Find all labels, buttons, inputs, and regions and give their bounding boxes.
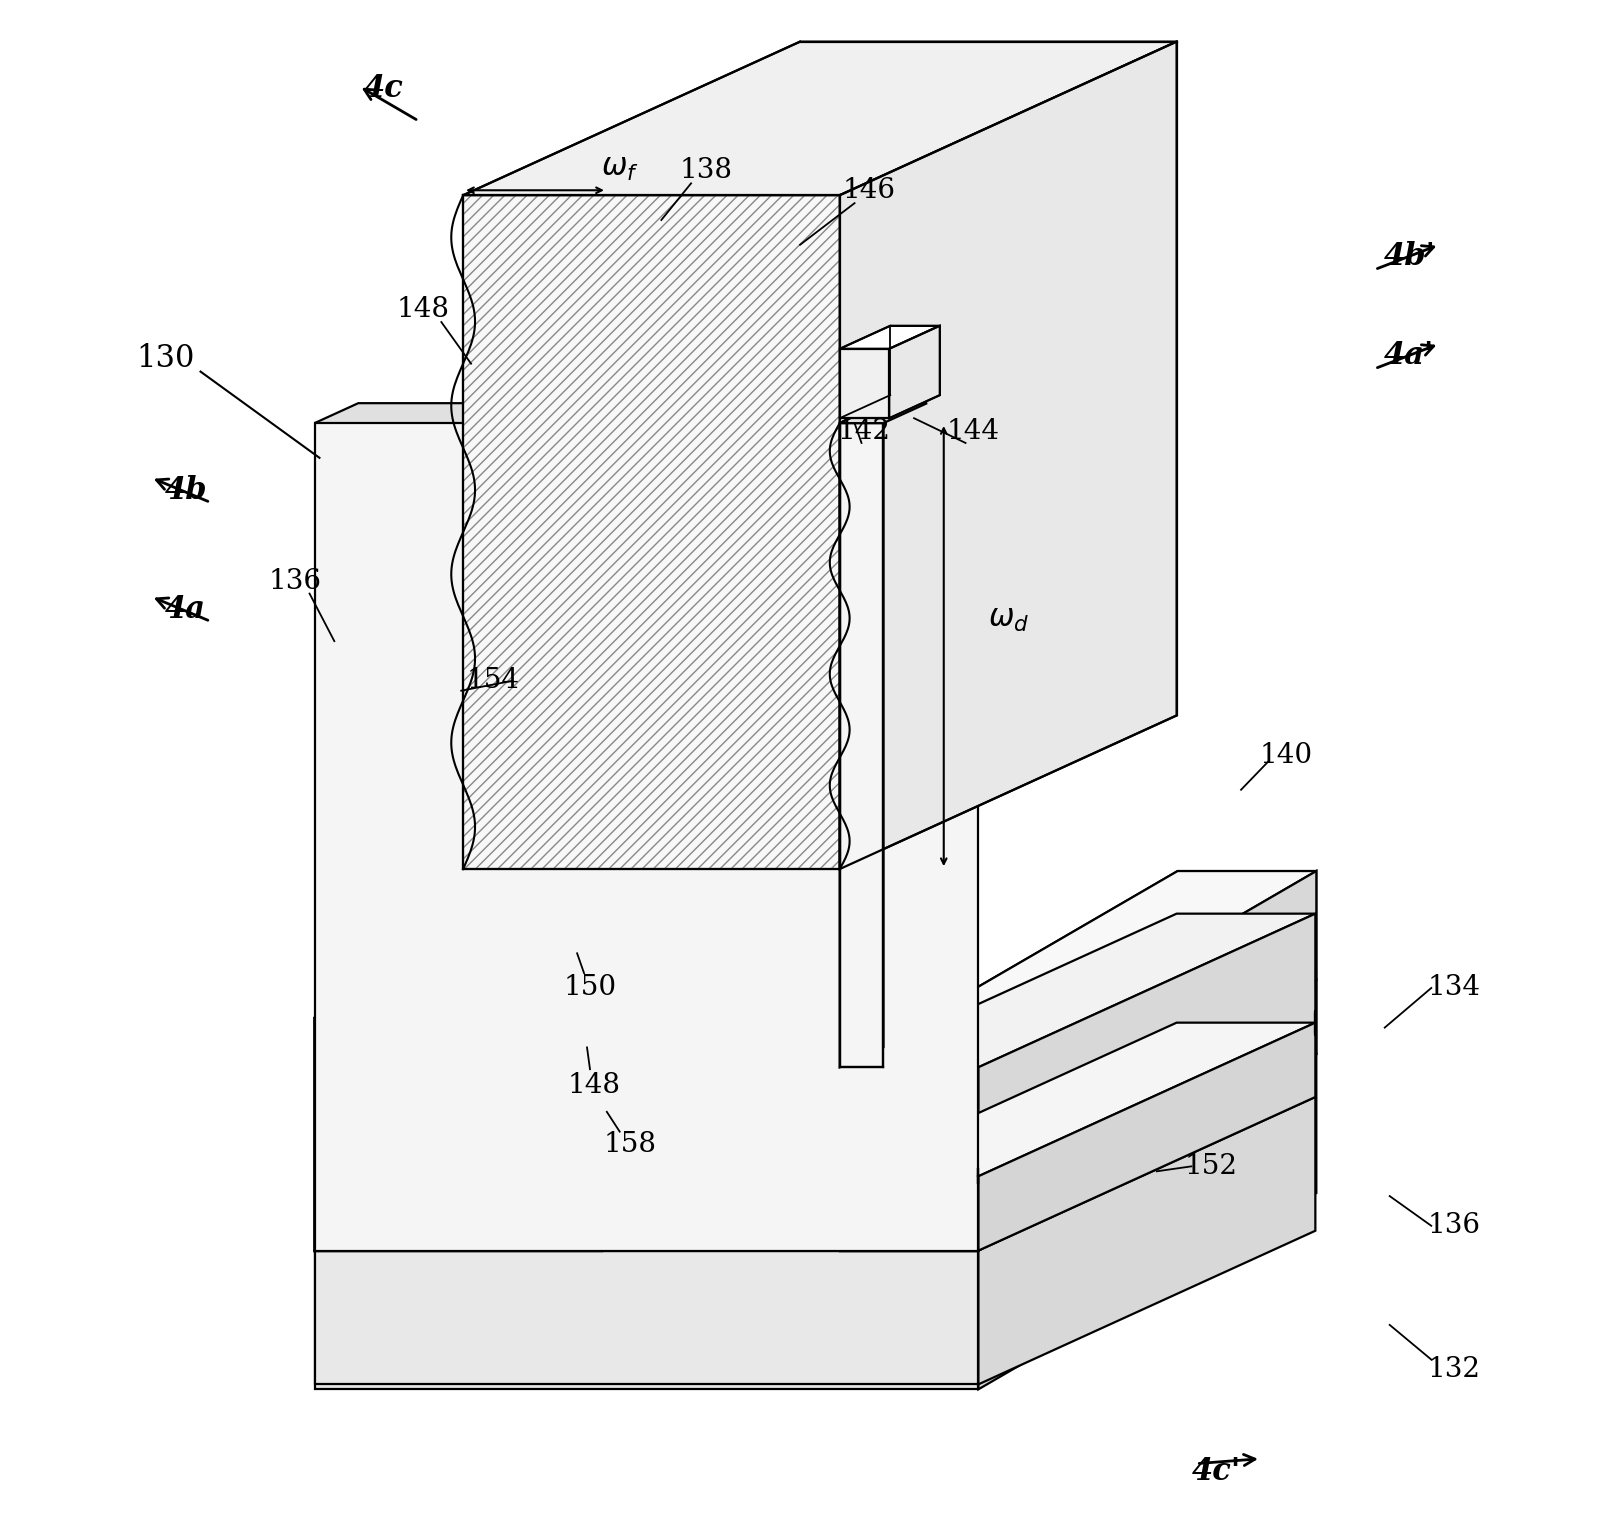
Text: 154: 154 xyxy=(466,667,520,694)
Polygon shape xyxy=(978,871,1315,1176)
Text: 140: 140 xyxy=(1259,742,1312,768)
Text: 136: 136 xyxy=(1427,1213,1480,1239)
Text: 152: 152 xyxy=(1185,1153,1236,1180)
Text: 144: 144 xyxy=(946,417,999,445)
Polygon shape xyxy=(315,403,1022,423)
Text: 4a: 4a xyxy=(165,593,207,625)
Text: $\omega_f$: $\omega_f$ xyxy=(600,152,638,182)
Text: 148: 148 xyxy=(397,296,450,322)
Text: 4a': 4a' xyxy=(1383,340,1433,371)
Text: 134: 134 xyxy=(1427,975,1480,1001)
Polygon shape xyxy=(978,980,1315,1251)
Text: 4b': 4b' xyxy=(1383,241,1435,273)
Polygon shape xyxy=(315,1018,602,1251)
Polygon shape xyxy=(315,865,650,1251)
Polygon shape xyxy=(839,403,926,423)
Polygon shape xyxy=(839,1067,978,1251)
Text: 130: 130 xyxy=(137,343,195,374)
Polygon shape xyxy=(839,1023,1314,1176)
Polygon shape xyxy=(315,1055,1315,1251)
Text: 146: 146 xyxy=(843,176,896,204)
Polygon shape xyxy=(315,875,560,1251)
Polygon shape xyxy=(463,195,839,869)
Polygon shape xyxy=(839,1067,978,1176)
Polygon shape xyxy=(315,1098,1314,1251)
Polygon shape xyxy=(839,980,1315,1176)
Polygon shape xyxy=(839,914,1314,1067)
Text: 150: 150 xyxy=(563,975,617,1001)
Text: 148: 148 xyxy=(567,1072,620,1099)
Polygon shape xyxy=(839,350,889,419)
Polygon shape xyxy=(315,423,978,1251)
Polygon shape xyxy=(315,865,938,1018)
Polygon shape xyxy=(315,1251,978,1389)
Text: 4c: 4c xyxy=(363,72,404,104)
Text: $\omega_d$: $\omega_d$ xyxy=(986,602,1028,633)
Polygon shape xyxy=(315,1251,978,1384)
Polygon shape xyxy=(839,1176,978,1251)
Polygon shape xyxy=(978,871,1315,1251)
Text: 138: 138 xyxy=(679,156,733,184)
Polygon shape xyxy=(315,1018,602,1251)
Polygon shape xyxy=(839,871,1315,1067)
Text: 132: 132 xyxy=(1427,1357,1480,1383)
Polygon shape xyxy=(839,1176,978,1251)
Polygon shape xyxy=(978,1055,1315,1389)
Polygon shape xyxy=(839,1067,978,1176)
Polygon shape xyxy=(839,41,1177,869)
Text: 4b: 4b xyxy=(165,475,207,506)
Text: 136: 136 xyxy=(268,569,321,595)
Text: 4c': 4c' xyxy=(1191,1456,1240,1487)
Polygon shape xyxy=(463,41,1177,195)
Polygon shape xyxy=(839,403,883,1067)
Polygon shape xyxy=(889,327,939,419)
Text: 158: 158 xyxy=(602,1131,655,1157)
Polygon shape xyxy=(978,1023,1314,1251)
Polygon shape xyxy=(315,875,847,1018)
Polygon shape xyxy=(839,871,1315,1067)
Polygon shape xyxy=(978,1098,1314,1384)
Polygon shape xyxy=(978,914,1314,1176)
Text: 142: 142 xyxy=(838,417,891,445)
Polygon shape xyxy=(839,327,939,350)
Polygon shape xyxy=(839,423,883,1067)
